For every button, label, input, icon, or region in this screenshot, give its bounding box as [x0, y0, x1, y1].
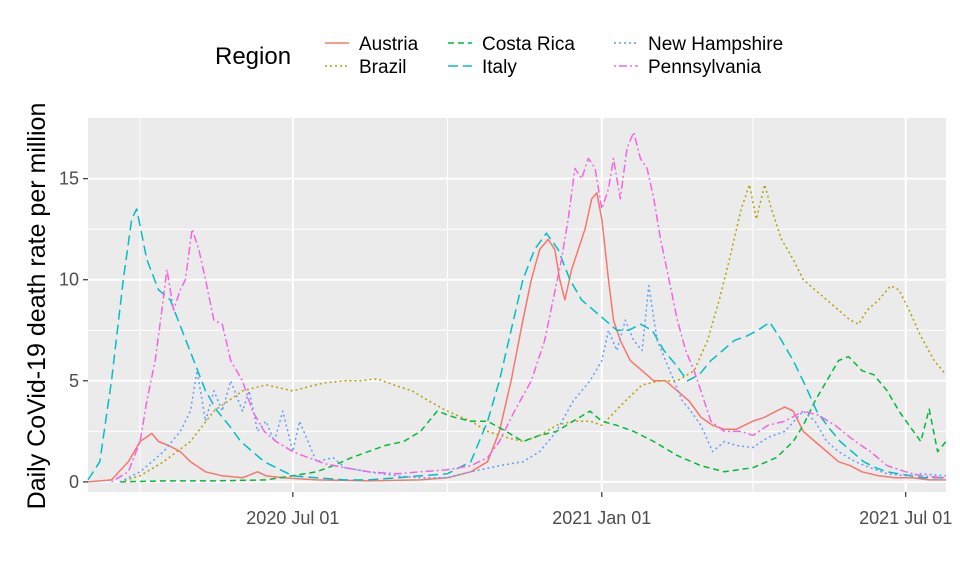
x-tick-label: 2021 Jan 01	[552, 508, 651, 528]
x-tick-label: 2020 Jul 01	[246, 508, 339, 528]
legend-label: New Hampshire	[648, 34, 783, 55]
y-tick-label: 15	[59, 169, 79, 189]
legend-label: Italy	[482, 57, 517, 78]
y-tick-label: 10	[59, 270, 79, 290]
grid-minor	[88, 118, 946, 492]
series-line-pennsylvania	[111, 131, 947, 483]
legend-item-austria: Austria	[325, 34, 419, 55]
y-tick-label: 0	[69, 472, 79, 492]
legend-item-pennsylvania: Pennsylvania	[614, 57, 761, 78]
series-line-austria	[87, 192, 946, 483]
series-line-new-hampshire	[119, 285, 947, 483]
series-line-italy	[87, 208, 946, 481]
y-axis-title: Daily CoVid-19 death rate per million	[23, 103, 51, 510]
legend-label: Pennsylvania	[648, 57, 761, 78]
series-line-brazil	[119, 183, 947, 483]
y-axis: 0 5 10 15	[59, 169, 88, 492]
legend-label: Brazil	[359, 57, 407, 78]
series-lines	[87, 131, 947, 483]
x-axis: 2020 Jul 01 2021 Jan 01 2021 Jul 01	[246, 492, 952, 528]
x-tick-label: 2021 Jul 01	[859, 508, 952, 528]
legend-item-brazil: Brazil	[325, 57, 407, 78]
legend-label: Austria	[359, 34, 419, 55]
series-line-costa-rica	[119, 355, 947, 483]
legend-item-italy: Italy	[448, 57, 517, 78]
legend-label: Costa Rica	[482, 34, 575, 55]
legend-item-costa-rica: Costa Rica	[448, 34, 575, 55]
plot-panel	[88, 118, 946, 492]
y-tick-label: 5	[69, 371, 79, 391]
legend-item-new-hampshire: New Hampshire	[614, 34, 783, 55]
legend-title: Region	[215, 43, 291, 70]
